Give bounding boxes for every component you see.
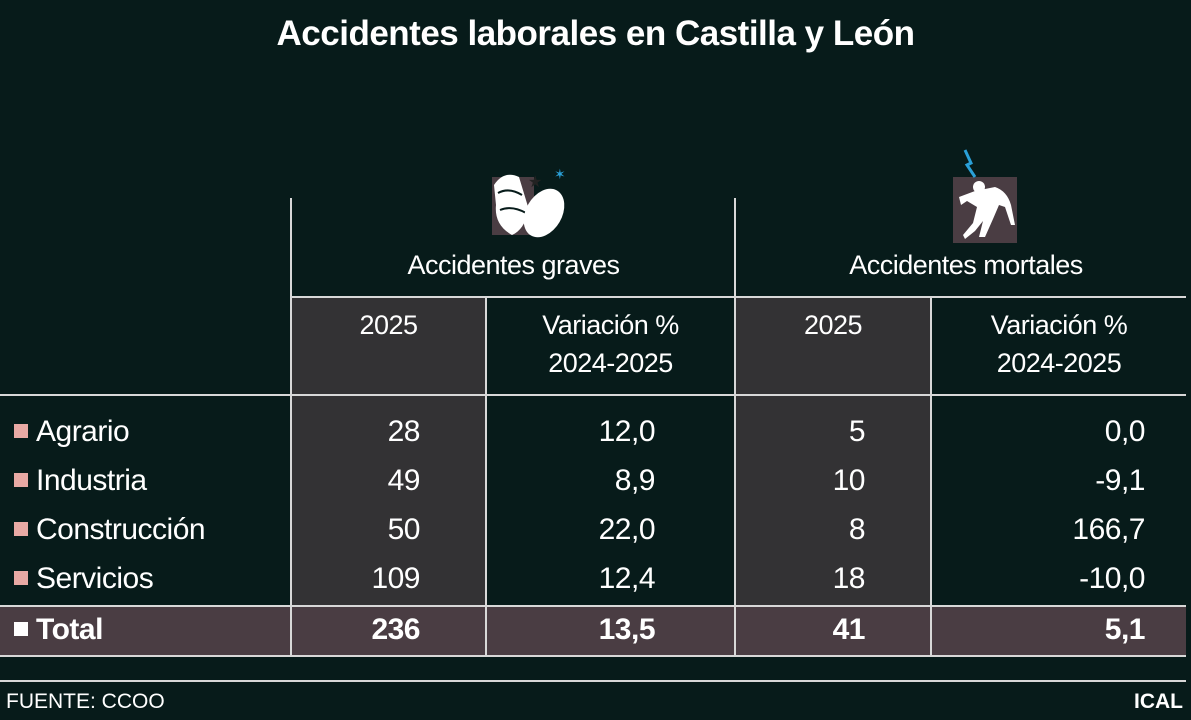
legend-square-icon bbox=[14, 424, 28, 438]
legend-square-icon bbox=[14, 473, 28, 487]
electrocuted-person-icon bbox=[953, 149, 1017, 243]
row-label-text: Agrario bbox=[36, 415, 130, 448]
table-cell: 8,9 bbox=[614, 464, 656, 497]
col-header-2025-graves: 2025 bbox=[292, 306, 485, 344]
table-row: Agrario 28 12,0 5 0,0 bbox=[0, 409, 1186, 458]
table-row: Industria 49 8,9 10 -9,1 bbox=[0, 458, 1186, 507]
group-header-mortales: Accidentes mortales bbox=[849, 250, 1083, 280]
table-cell: 5,1 bbox=[1104, 613, 1146, 646]
table-cell: 109 bbox=[371, 562, 420, 595]
table-cell: 41 bbox=[832, 613, 866, 646]
divider bbox=[0, 394, 1186, 396]
table-cell: 5 bbox=[848, 415, 866, 448]
table-cell: 0,0 bbox=[1104, 415, 1146, 448]
divider bbox=[0, 680, 1186, 682]
year-column-bg-mortales bbox=[736, 298, 930, 606]
divider bbox=[290, 198, 292, 656]
chart-title: Accidentes laborales en Castilla y León bbox=[276, 14, 915, 53]
table-row: Servicios 109 12,4 18 -10,0 bbox=[0, 556, 1186, 605]
table-cell: 18 bbox=[832, 562, 866, 595]
table-cell: 236 bbox=[371, 613, 420, 646]
divider bbox=[0, 655, 1186, 657]
table-cell: 22,0 bbox=[598, 513, 656, 546]
col-year: 2025 bbox=[359, 310, 418, 340]
legend-square-icon bbox=[14, 522, 28, 536]
divider bbox=[290, 296, 1186, 298]
row-label: Construcción bbox=[14, 513, 206, 547]
col-variation-line1: Variación % bbox=[542, 310, 679, 340]
total-row: Total 236 13,5 41 5,1 bbox=[0, 607, 1186, 656]
col-variation-line2: 2024-2025 bbox=[996, 348, 1122, 378]
row-label-text: Servicios bbox=[36, 562, 154, 595]
svg-text:✶: ✶ bbox=[554, 166, 566, 182]
row-label: Industria bbox=[14, 464, 147, 498]
divider bbox=[485, 297, 487, 656]
table-cell: 8 bbox=[848, 513, 866, 546]
divider bbox=[734, 198, 736, 656]
table-cell: -10,0 bbox=[1079, 562, 1145, 595]
col-year: 2025 bbox=[803, 310, 863, 340]
row-label-text: Total bbox=[36, 613, 103, 646]
table-cell: 166,7 bbox=[1072, 513, 1145, 546]
row-label-text: Construcción bbox=[36, 513, 206, 546]
svg-text:★: ★ bbox=[528, 174, 542, 191]
source-note: FUENTE: CCOO bbox=[6, 690, 165, 713]
table-cell: -9,1 bbox=[1095, 464, 1145, 497]
group-header-graves: Accidentes graves bbox=[407, 250, 620, 280]
divider bbox=[0, 605, 1186, 607]
table-cell: 50 bbox=[387, 513, 421, 546]
col-variation-line2: 2024-2025 bbox=[548, 348, 673, 378]
table-cell: 28 bbox=[387, 415, 421, 448]
col-header-variation-graves: Variación % 2024-2025 bbox=[487, 306, 734, 382]
table-cell: 13,5 bbox=[598, 613, 656, 646]
row-label-text: Industria bbox=[36, 464, 147, 497]
col-header-2025-mortales: 2025 bbox=[736, 306, 930, 344]
table-cell: 12,4 bbox=[598, 562, 656, 595]
year-column-bg-graves bbox=[292, 298, 485, 606]
brand-credit: ICAL bbox=[1134, 690, 1183, 713]
table-cell: 12,0 bbox=[598, 415, 656, 448]
table-cell: 10 bbox=[832, 464, 866, 497]
legend-square-icon bbox=[14, 622, 28, 636]
col-variation-line1: Variación % bbox=[990, 310, 1128, 340]
table-row: Construcción 50 22,0 8 166,7 bbox=[0, 507, 1186, 556]
divider bbox=[930, 297, 932, 656]
legend-square-icon bbox=[14, 571, 28, 585]
row-label: Total bbox=[14, 613, 103, 647]
bandaged-foot-icon: ★ ✶ bbox=[492, 166, 566, 238]
row-label: Servicios bbox=[14, 562, 154, 596]
row-label: Agrario bbox=[14, 415, 130, 449]
table-cell: 49 bbox=[387, 464, 421, 497]
col-header-variation-mortales: Variación % 2024-2025 bbox=[932, 306, 1186, 382]
